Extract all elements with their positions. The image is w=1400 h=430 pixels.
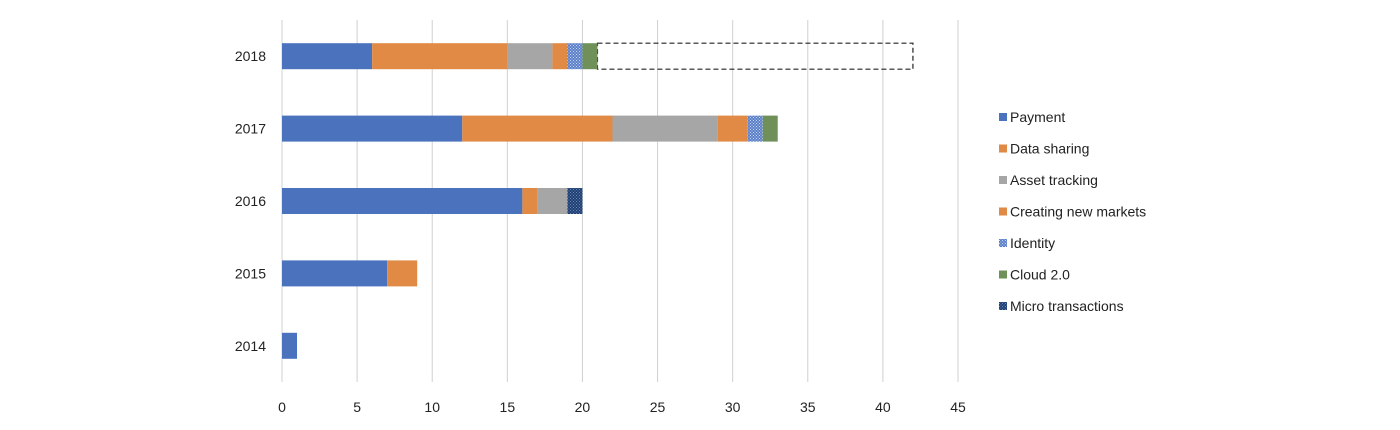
- bar-segment-2018-payment: [282, 43, 373, 70]
- bar-segment-2014-payment: [282, 332, 298, 359]
- x-tick-label: 30: [725, 399, 741, 415]
- legend-swatch-creating-new-markets: [999, 207, 1007, 216]
- x-tick-label: 35: [800, 399, 816, 415]
- y-tick-labels: 2018 2017 2016 2015 2014: [235, 48, 266, 354]
- bar-segment-2016-asset-tracking: [537, 188, 568, 214]
- y-tick-label-2018: 2018: [235, 48, 266, 64]
- x-tick-label: 0: [278, 399, 286, 415]
- x-tick-label: 25: [650, 399, 666, 415]
- bar-segment-2018-data-sharing: [372, 43, 508, 70]
- legend-swatch-identity: [999, 239, 1007, 247]
- legend-label-data-sharing: Data sharing: [1010, 141, 1089, 157]
- legend-swatch-data-sharing: [999, 144, 1007, 153]
- legend-label-payment: Payment: [1010, 109, 1065, 125]
- bar-segment-2017-payment: [282, 115, 463, 142]
- legend-swatch-asset-tracking: [999, 176, 1007, 184]
- projection-outline-2018: [596, 42, 914, 70]
- x-tick-label: 20: [575, 399, 591, 415]
- legend-swatch-cloud-2-0: [999, 270, 1007, 279]
- bar-segment-2017-creating-new-markets: [717, 115, 748, 142]
- bar-segment-2017-data-sharing: [462, 115, 613, 142]
- x-tick-label: 10: [424, 399, 440, 415]
- bar-segment-2018-asset-tracking: [507, 43, 553, 70]
- bar-segment-2016-micro-transactions: [567, 188, 583, 214]
- projection-outline-group: [596, 42, 914, 70]
- legend-label-asset-tracking: Asset tracking: [1010, 172, 1098, 188]
- legend-label-cloud-2-0: Cloud 2.0: [1010, 267, 1070, 283]
- y-tick-label-2015: 2015: [235, 265, 266, 281]
- bar-segment-2018-cloud-2-0: [582, 43, 598, 70]
- x-tick-label: 45: [950, 399, 966, 415]
- y-tick-label-2017: 2017: [235, 121, 266, 137]
- bar-segment-2017-identity: [747, 115, 763, 142]
- x-tick-label: 5: [353, 399, 361, 415]
- x-tick-label: 15: [500, 399, 516, 415]
- x-tick-label: 40: [875, 399, 891, 415]
- bar-segment-2018-creating-new-markets: [552, 43, 568, 70]
- x-tick-labels: 0 5 10 15 20 25 30 35 40 45: [278, 399, 966, 415]
- bar-segment-2015-payment: [282, 260, 388, 287]
- legend-swatch-micro-transactions: [999, 302, 1007, 310]
- legend: Payment Data sharing Asset tracking Creatin…: [999, 109, 1146, 314]
- bar-segment-2015-data-sharing: [387, 260, 418, 287]
- legend-label-identity: Identity: [1010, 235, 1055, 251]
- bar-segment-2018-identity: [567, 43, 583, 70]
- bar-segment-2016-data-sharing: [522, 188, 538, 214]
- legend-swatch-payment: [999, 113, 1007, 121]
- bars-group: [282, 43, 778, 359]
- legend-label-creating-new-markets: Creating new markets: [1010, 204, 1146, 220]
- bar-segment-2017-asset-tracking: [612, 115, 718, 142]
- y-tick-label-2014: 2014: [235, 338, 266, 354]
- y-tick-label-2016: 2016: [235, 193, 266, 209]
- bar-segment-2016-payment: [282, 188, 523, 214]
- bar-segment-2017-cloud-2-0: [762, 115, 778, 142]
- legend-label-micro-transactions: Micro transactions: [1010, 298, 1124, 314]
